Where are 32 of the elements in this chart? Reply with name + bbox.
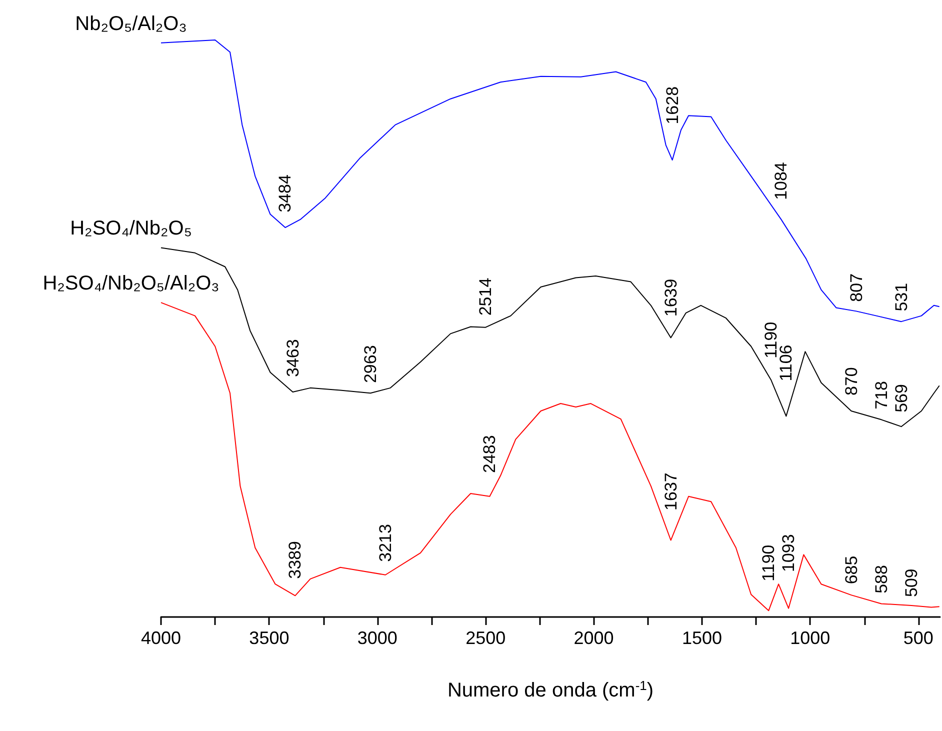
series-label: H₂SO₄/Nb₂O₅/Al₂O₃ (42, 272, 220, 295)
annotation: 1639 (661, 278, 680, 317)
annotation: 1093 (779, 534, 798, 572)
annotation: 1637 (661, 472, 680, 510)
x-tick-label: 2500 (466, 628, 506, 648)
annotation: 1084 (772, 162, 791, 200)
series-label: Nb₂O₅/Al₂O₃ (75, 12, 187, 35)
x-tick-label: 3000 (357, 628, 398, 648)
annotation: 509 (902, 568, 921, 597)
annotation: 1628 (662, 86, 682, 124)
series-label: H₂SO₄/Nb₂O₅ (70, 218, 192, 240)
x-tick-label: 1500 (682, 628, 722, 648)
annotation: 3389 (286, 540, 305, 579)
annotation: 807 (846, 273, 866, 302)
annotation: 531 (892, 282, 911, 312)
x-tick-label: 500 (903, 628, 934, 648)
annotation: 1190 (759, 544, 778, 582)
annotation: 3213 (376, 524, 395, 562)
annotation: 3484 (276, 174, 295, 212)
annotation: 718 (872, 380, 891, 410)
x-tick-label: 3500 (249, 628, 290, 648)
x-tick-label: 4000 (140, 628, 182, 648)
annotation: 569 (892, 384, 911, 412)
annotation: 685 (842, 556, 861, 584)
annotation: 2514 (476, 278, 496, 316)
x-tick-label: 1000 (790, 628, 830, 648)
annotation: 2483 (480, 435, 500, 474)
annotation: 2963 (360, 345, 380, 384)
x-tick-label: 2000 (574, 628, 614, 648)
annotation: 588 (872, 565, 891, 594)
annotation: 870 (842, 367, 861, 396)
annotation: 3463 (283, 339, 302, 377)
